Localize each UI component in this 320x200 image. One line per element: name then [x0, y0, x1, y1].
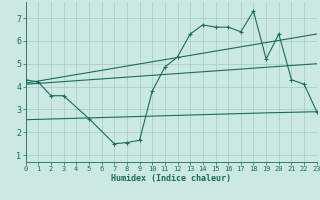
X-axis label: Humidex (Indice chaleur): Humidex (Indice chaleur) [111, 174, 231, 183]
